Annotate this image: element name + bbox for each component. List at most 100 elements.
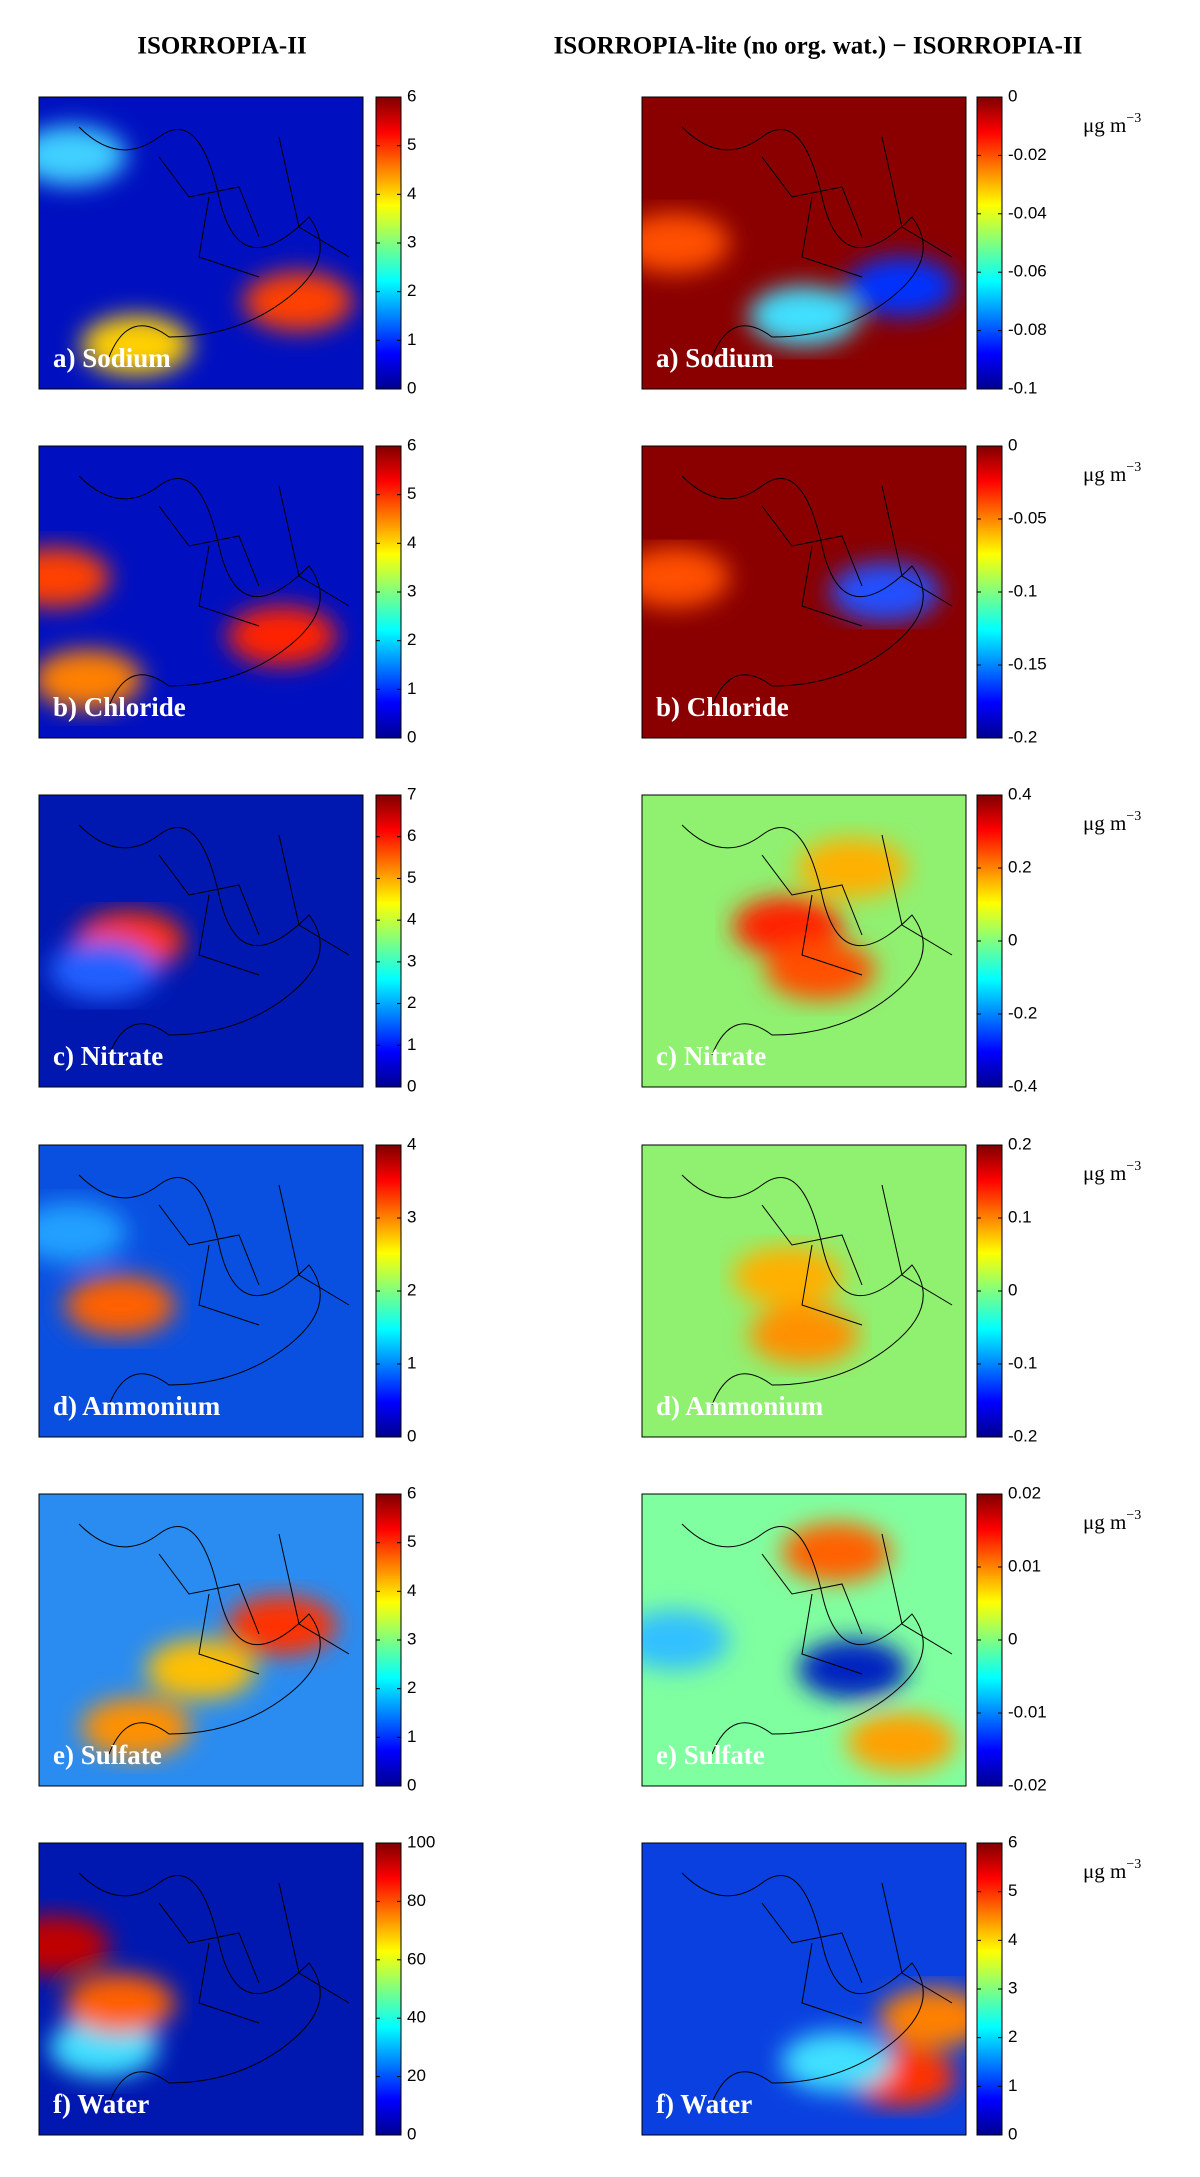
map-panel: d) Ammonium -0.2 -0.1 0 0.1 0.2 μg m−3 (641, 1134, 1141, 1445)
colorbar (375, 1144, 402, 1438)
colorbar-tick-label: 2 (407, 630, 416, 649)
colorbar-tick-label: 0.01 (1008, 1556, 1041, 1575)
colorbar-tick-label: 1 (407, 1727, 416, 1746)
panel-label: d) Ammonium (53, 1391, 221, 1421)
map-frame (641, 1144, 967, 1438)
map (39, 446, 363, 738)
colorbar-tick-label: 5 (407, 868, 416, 887)
colorbar-tick-label: 3 (1008, 1978, 1017, 1997)
field-blob (146, 1639, 256, 1700)
field-blob (642, 547, 730, 608)
panel-label: b) Chloride (53, 692, 186, 722)
colorbar-tick-label: 6 (407, 86, 416, 105)
map-panel: e) Sulfate 0 1 2 3 4 5 6 (38, 1483, 416, 1794)
map-panel: c) Nitrate 0 1 2 3 4 5 6 7 (38, 784, 416, 1095)
field-blob (39, 1915, 111, 1976)
field-blob (749, 1304, 859, 1365)
coastline (78, 475, 321, 707)
field-blob (65, 1973, 175, 2034)
colorbar-tick-label: 5 (407, 1532, 416, 1551)
coastline (681, 126, 924, 358)
colorbar-tick-label: 2 (407, 1678, 416, 1697)
colorbar-tick-label: 0.4 (1008, 784, 1032, 803)
unit-base: μg m (1083, 1510, 1126, 1534)
unit-label: μg m−3 (1083, 111, 1141, 137)
map-frame (38, 1144, 364, 1438)
unit-exponent: −3 (1126, 111, 1141, 126)
colorbar-tick-label: -0.4 (1008, 1076, 1037, 1095)
borders (761, 1184, 953, 1326)
colorbar-tick-label: 7 (407, 784, 416, 803)
colorbar-tick-label: -0.1 (1008, 378, 1037, 397)
borders (158, 834, 350, 976)
field-blob (781, 1522, 892, 1583)
colorbar-tick-label: -0.08 (1008, 320, 1047, 339)
colorbar-tick-label: 1 (407, 679, 416, 698)
colorbar-tick-label: -0.01 (1008, 1702, 1047, 1721)
colorbar (976, 445, 1003, 739)
colorbar-tick-label: 4 (407, 1134, 416, 1153)
column-title: ISORROPIA-II (137, 33, 306, 60)
field-blob (797, 1639, 908, 1700)
map-panel: c) Nitrate -0.4 -0.2 0 0.2 0.4 μg m−3 (641, 784, 1141, 1095)
map-frame (641, 96, 967, 390)
panel-label: e) Sulfate (656, 1740, 765, 1770)
map (642, 1145, 966, 1437)
panel-label: c) Nitrate (656, 1041, 766, 1071)
field-blob (642, 213, 730, 273)
unit-exponent: −3 (1126, 1159, 1141, 1174)
panel-label: f) Water (656, 2089, 752, 2119)
map (642, 97, 966, 389)
field-blob (81, 1697, 192, 1758)
map-frame (641, 445, 967, 739)
map-frame (38, 794, 364, 1088)
colorbar-tick-label: 3 (407, 232, 416, 251)
map-panel: a) Sodium 0 1 2 3 4 5 6 (38, 86, 416, 397)
coastline (78, 1174, 321, 1406)
coastline (78, 824, 321, 1056)
borders (158, 136, 350, 278)
map-frame (641, 1493, 967, 1787)
coastline (681, 1872, 924, 2104)
map-frame (641, 794, 967, 1088)
borders (158, 1184, 350, 1326)
map (39, 795, 363, 1087)
colorbar (375, 794, 402, 1088)
colorbar-tick-label: 3 (407, 1207, 416, 1226)
map-field (642, 213, 957, 346)
colorbar-tick-label: 0 (1008, 2124, 1017, 2143)
unit-exponent: −3 (1126, 1857, 1141, 1872)
unit-exponent: −3 (1126, 809, 1141, 824)
colorbar-tick-label: -0.15 (1008, 654, 1047, 673)
colorbar-tick-label: -0.02 (1008, 1775, 1047, 1794)
field-blob (830, 562, 940, 622)
borders (158, 1882, 350, 2024)
field-blob (227, 605, 337, 666)
map-field (48, 911, 185, 1001)
map-panel: f) Water 0 1 2 3 4 5 6 μg m−3 (641, 1832, 1141, 2143)
unit-base: μg m (1083, 811, 1126, 835)
unit-base: μg m (1083, 462, 1126, 486)
borders (761, 485, 953, 627)
field-blob (797, 838, 908, 898)
panel-label: b) Chloride (656, 692, 789, 722)
colorbar-tick-label: -0.1 (1008, 1353, 1037, 1372)
colorbar-tick-label: 3 (407, 951, 416, 970)
panel-label: d) Ammonium (656, 1391, 824, 1421)
colorbar-tick-label: 0 (407, 1775, 416, 1794)
map-panel: a) Sodium -0.1 -0.08 -0.06 -0.04 -0.02 0 μg m−3 (641, 86, 1141, 397)
colorbar (375, 445, 402, 739)
colorbar-tick-label: 0 (407, 378, 416, 397)
coastline (78, 1872, 321, 2104)
coastline (78, 126, 321, 358)
colorbar-tick-label: 3 (407, 1629, 416, 1648)
colorbar-tick-label: 0 (407, 1076, 416, 1095)
colorbar-tick-label: 3 (407, 581, 416, 600)
colorbar-tick-label: 0 (1008, 930, 1017, 949)
colorbar-tick-label: -0.02 (1008, 145, 1047, 164)
coastline (681, 475, 924, 707)
colorbar-tick-label: 80 (407, 1891, 426, 1910)
panel-label: f) Water (53, 2089, 149, 2119)
unit-base: μg m (1083, 1859, 1126, 1883)
